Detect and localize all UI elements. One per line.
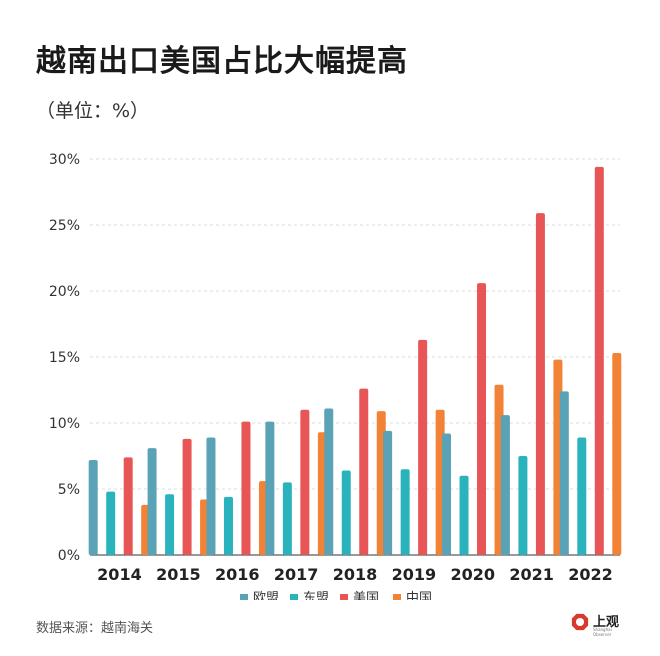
bar-欧盟-2021 — [500, 415, 510, 555]
x-tick-label: 2014 — [97, 565, 142, 584]
legend-swatch-中国 — [393, 594, 401, 600]
chart-title: 越南出口美国占比大幅提高 — [36, 44, 408, 79]
bar-美国-2022 — [594, 166, 604, 556]
x-tick-label: 2022 — [568, 565, 613, 584]
bar-欧盟-2018 — [324, 408, 334, 555]
logo-subtext: Shanghai Observer — [593, 627, 612, 637]
bar-东盟-2020 — [459, 475, 469, 555]
y-tick-label: 10% — [49, 416, 80, 432]
bar-欧盟-2016 — [206, 437, 216, 555]
bar-欧盟-2015 — [147, 448, 157, 555]
bar-中国-2022 — [612, 353, 622, 555]
source-note: 数据来源：越南海关 — [36, 621, 154, 636]
bar-东盟-2018 — [341, 470, 351, 555]
bar-欧盟-2022 — [559, 391, 569, 555]
bar-东盟-2016 — [223, 496, 233, 555]
bar-东盟-2022 — [577, 437, 587, 555]
bar-东盟-2014 — [106, 491, 116, 555]
bar-美国-2014 — [123, 457, 133, 555]
bar-欧盟-2020 — [442, 433, 452, 555]
y-tick-label: 5% — [58, 482, 80, 498]
bar-chart: 0% 5% 10% 15% 20% 25% 30% 2014 2015 2016 2017 2018 2… — [49, 152, 622, 600]
y-tick-label: 20% — [49, 284, 80, 300]
logo: 上观 Shanghai Observer — [571, 611, 631, 637]
bar-美国-2017 — [300, 409, 310, 555]
y-tick-label: 25% — [49, 218, 80, 234]
bar-美国-2021 — [535, 213, 545, 555]
bar-欧盟-2014 — [88, 459, 98, 555]
x-tick-label: 2017 — [274, 565, 319, 584]
logo-text: 上观 — [593, 615, 620, 630]
bar-美国-2015 — [182, 438, 192, 555]
bar-东盟-2019 — [400, 469, 410, 555]
y-tick-label: 0% — [58, 548, 80, 564]
bar-东盟-2015 — [165, 494, 175, 555]
y-tick-label: 15% — [49, 350, 80, 366]
legend-swatch-美国 — [340, 594, 348, 600]
legend-swatch-欧盟 — [240, 594, 248, 600]
x-tick-label: 2018 — [333, 565, 378, 584]
y-tick-label: 30% — [49, 152, 80, 168]
bar-东盟-2021 — [518, 456, 528, 555]
x-tick-label: 2016 — [215, 565, 260, 584]
legend-label-欧盟: 欧盟 — [253, 591, 279, 600]
legend-label-美国: 美国 — [353, 591, 379, 600]
bar-欧盟-2017 — [265, 421, 275, 555]
unit-label: （单位：%） — [36, 100, 150, 122]
x-tick-label: 2021 — [509, 565, 554, 584]
bar-美国-2019 — [418, 339, 428, 555]
bar-美国-2020 — [477, 283, 487, 555]
x-tick-label: 2020 — [451, 565, 496, 584]
legend-swatch-东盟 — [290, 594, 298, 600]
legend-label-中国: 中国 — [406, 591, 432, 600]
legend-label-东盟: 东盟 — [303, 591, 329, 600]
x-tick-label: 2015 — [156, 565, 201, 584]
bar-欧盟-2019 — [383, 430, 393, 555]
x-tick-label: 2019 — [392, 565, 437, 584]
bar-美国-2018 — [359, 388, 369, 555]
bar-东盟-2017 — [282, 482, 292, 555]
logo-icon — [571, 613, 589, 631]
bar-美国-2016 — [241, 421, 251, 555]
